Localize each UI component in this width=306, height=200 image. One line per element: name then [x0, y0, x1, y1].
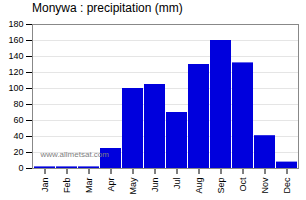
svg-text:180: 180 [8, 19, 23, 29]
svg-text:Nov: Nov [260, 177, 270, 194]
svg-text:60: 60 [13, 115, 23, 125]
svg-text:100: 100 [8, 83, 23, 93]
svg-text:Mar: Mar [84, 177, 94, 193]
svg-text:www.allmetsat.com: www.allmetsat.com [40, 150, 110, 159]
svg-text:Sep: Sep [216, 178, 226, 194]
svg-text:140: 140 [8, 51, 23, 61]
svg-text:Jul: Jul [172, 178, 182, 190]
svg-text:Feb: Feb [62, 178, 72, 194]
svg-text:80: 80 [13, 99, 23, 109]
svg-text:40: 40 [13, 131, 23, 141]
svg-text:Dec: Dec [282, 177, 292, 194]
svg-text:20: 20 [13, 147, 23, 157]
svg-text:Aug: Aug [194, 178, 204, 194]
html-text:Monywa : precipitation (mm): Monywa : precipitation (mm) [32, 1, 183, 15]
svg-text:120: 120 [8, 67, 23, 77]
svg-text:Apr: Apr [106, 178, 116, 192]
svg-text:Oct: Oct [238, 177, 248, 192]
svg-text:160: 160 [8, 35, 23, 45]
svg-text:May: May [128, 177, 138, 195]
svg-text:Jan: Jan [40, 178, 50, 193]
svg-text:0: 0 [18, 163, 23, 173]
svg-text:Jun: Jun [150, 178, 160, 193]
